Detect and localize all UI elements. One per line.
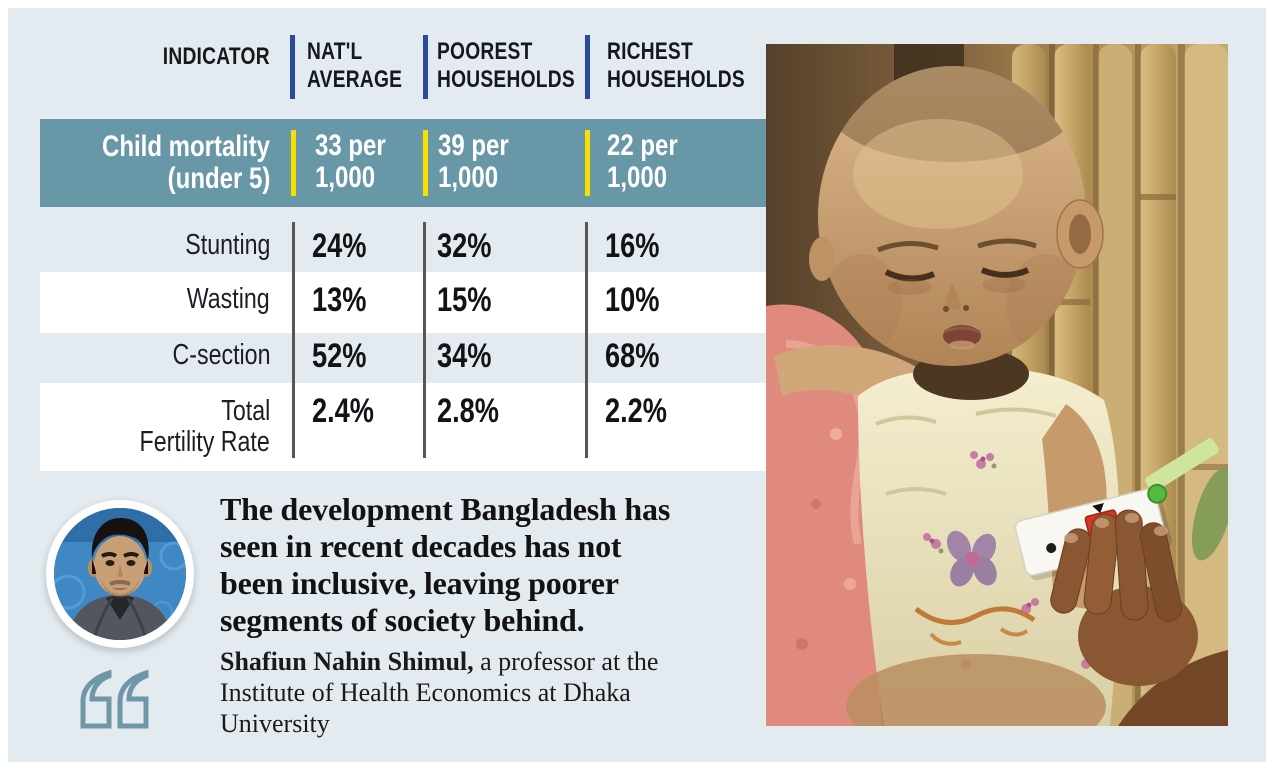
body-divider	[423, 222, 426, 458]
table-header-richest-households: RICHEST HOUSEHOLDS	[607, 38, 745, 93]
leaf	[1191, 467, 1228, 561]
attribution-institute: Institute of Health Economics at Dhaka	[220, 678, 631, 707]
pull-quote: The development Bangladesh has seen in r…	[220, 491, 670, 639]
value-c-section-natl: 52%	[312, 337, 367, 375]
avatar	[46, 500, 194, 648]
highlight-divider	[423, 130, 428, 196]
row-label-total-fertility-rate: Total Fertility Rate	[139, 395, 270, 458]
body-divider	[585, 222, 588, 458]
attribution-name: Shafiun Nahin Shimul,	[220, 647, 474, 676]
attribution-role: a professor at the	[473, 647, 659, 676]
child-mortality-value-natl: 33 per 1,000	[315, 129, 386, 194]
row-stripe-total-fertility	[40, 383, 766, 471]
header-divider	[290, 35, 295, 99]
value-stunting-poorest: 32%	[437, 227, 492, 265]
value-wasting-natl: 13%	[312, 281, 367, 319]
muac-tape	[1145, 438, 1219, 493]
background: INDICATOR NAT'L AVERAGE POOREST HOUSEHOL…	[8, 8, 1266, 762]
row-label-c-section: C-section	[172, 339, 270, 371]
highlight-divider	[585, 130, 590, 196]
value-tfr-richest: 2.2%	[605, 392, 667, 430]
child-mortality-value-richest: 22 per 1,000	[607, 129, 678, 194]
attribution-university: University	[220, 709, 330, 738]
value-wasting-richest: 10%	[605, 281, 660, 319]
child-mortality-label: Child mortality (under 5)	[101, 130, 270, 195]
row-label-wasting: Wasting	[187, 283, 270, 315]
table-header-natl-average: NAT'L AVERAGE	[307, 38, 403, 93]
row-stripe-wasting	[40, 272, 766, 333]
row-label-stunting: Stunting	[184, 229, 270, 261]
table-header-poorest-households: POOREST HOUSEHOLDS	[437, 38, 575, 93]
child-photo	[766, 44, 1228, 726]
adult-hand	[1050, 509, 1228, 726]
value-c-section-richest: 68%	[605, 337, 660, 375]
value-stunting-richest: 16%	[605, 227, 660, 265]
quote-line: The development Bangladesh has	[220, 491, 671, 527]
quote-line: seen in recent decades has not	[220, 528, 622, 564]
header-divider	[585, 35, 590, 99]
value-tfr-natl: 2.4%	[312, 392, 374, 430]
value-c-section-poorest: 34%	[437, 337, 492, 375]
chest-embroidery	[914, 530, 1036, 646]
body-divider	[292, 222, 295, 458]
highlight-divider	[291, 130, 296, 196]
child-mortality-row	[40, 119, 766, 207]
value-tfr-poorest: 2.8%	[437, 392, 499, 430]
avatar-illustration	[54, 508, 186, 640]
quote-attribution: Shafiun Nahin Shimul, a professor at the…	[220, 646, 658, 739]
quote-icon	[80, 669, 149, 729]
table-header-indicator: INDICATOR	[162, 43, 270, 70]
value-wasting-poorest: 15%	[437, 281, 492, 319]
header-divider	[423, 35, 428, 99]
quote-line: been inclusive, leaving poorer	[220, 565, 619, 601]
quote-line: segments of society behind.	[220, 602, 585, 638]
value-stunting-natl: 24%	[312, 227, 367, 265]
child-mortality-value-poorest: 39 per 1,000	[438, 129, 509, 194]
